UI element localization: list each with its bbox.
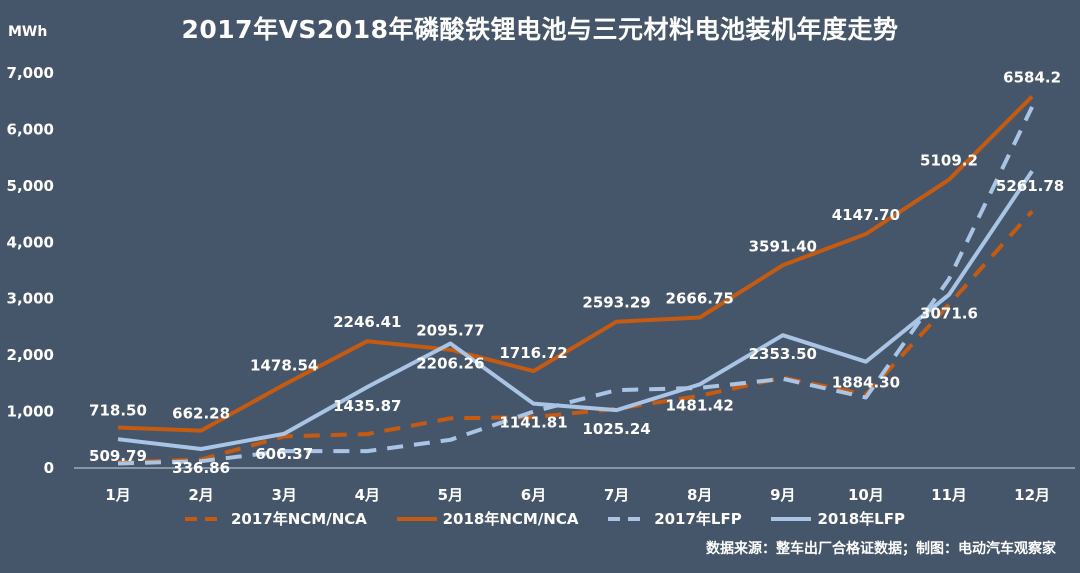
data-label: 2246.41	[333, 313, 401, 331]
data-label: 336.86	[172, 459, 230, 477]
x-tick-label: 9月	[770, 486, 795, 504]
data-label: 606.37	[255, 445, 313, 463]
x-tick-label: 2月	[188, 486, 213, 504]
data-label: 1025.24	[582, 420, 650, 438]
legend-swatch	[771, 516, 812, 521]
y-tick-label: 2,000	[7, 346, 54, 364]
series-line	[117, 209, 1034, 465]
data-label: 662.28	[172, 405, 230, 423]
legend-label: 2018年NCM/NCA	[442, 510, 579, 528]
y-tick-label: 3,000	[7, 290, 54, 308]
data-label: 1435.87	[333, 397, 401, 415]
legend-item: 2017年NCM/NCA	[185, 508, 367, 529]
x-tick-label: 3月	[271, 486, 296, 504]
x-tick-label: 4月	[355, 486, 380, 504]
x-tick-label: 6月	[521, 486, 546, 504]
legend-label: 2017年LFP	[654, 510, 742, 528]
y-tick-label: 6,000	[7, 120, 54, 138]
y-tick-label: 4,000	[7, 233, 54, 251]
data-label: 2666.75	[666, 290, 734, 308]
chart-legend: 2017年NCM/NCA 2018年NCM/NCA 2017年LFP 2018年…	[185, 508, 905, 529]
legend-swatch	[608, 516, 649, 521]
x-tick-label: 8月	[687, 486, 712, 504]
legend-swatch	[396, 516, 437, 521]
x-tick-label: 12月	[1014, 486, 1050, 504]
data-label: 2353.50	[749, 345, 817, 363]
data-label: 1141.81	[499, 414, 567, 432]
data-label: 1716.72	[499, 344, 567, 362]
y-tick-label: 7,000	[7, 64, 54, 82]
series-line	[117, 95, 1034, 433]
data-label: 4147.70	[832, 206, 900, 224]
legend-label: 2017年NCM/NCA	[231, 510, 367, 528]
data-label: 1884.30	[832, 374, 900, 392]
series-line	[117, 106, 1034, 466]
data-label: 5261.78	[996, 177, 1064, 195]
legend-label: 2018年LFP	[817, 510, 905, 528]
data-label: 1478.54	[250, 357, 318, 375]
x-tick-label: 10月	[848, 486, 884, 504]
source-note: 数据来源：整车出厂合格证数据；制图：电动汽车观察家	[706, 541, 1056, 557]
y-tick-label: 1,000	[7, 403, 54, 421]
chart-title: 2017年VS2018年磷酸铁锂电池与三元材料电池装机年度走势	[181, 15, 899, 44]
data-label: 6584.2	[1003, 68, 1061, 86]
y-axis-unit: MWh	[8, 24, 48, 40]
legend-item: 2017年LFP	[608, 508, 742, 529]
x-tick-label: 5月	[438, 486, 463, 504]
x-tick-label: 11月	[931, 486, 967, 504]
data-label: 2206.26	[416, 355, 484, 373]
data-label: 718.50	[89, 401, 147, 419]
data-label: 3591.40	[749, 237, 817, 255]
data-label: 1481.42	[666, 396, 734, 414]
x-tick-label: 7月	[604, 486, 629, 504]
data-label: 5109.2	[920, 152, 978, 170]
legend-item: 2018年LFP	[771, 508, 905, 529]
data-label: 3071.6	[920, 305, 978, 323]
data-label: 2095.77	[416, 322, 484, 340]
y-tick-label: 0	[44, 459, 54, 477]
series-line	[117, 169, 1034, 451]
data-label: 2593.29	[582, 294, 650, 312]
legend-swatch	[185, 516, 225, 521]
x-tick-label: 1月	[105, 486, 130, 504]
y-tick-label: 5,000	[7, 177, 54, 195]
legend-item: 2018年NCM/NCA	[396, 508, 579, 529]
data-label: 509.79	[89, 447, 147, 465]
